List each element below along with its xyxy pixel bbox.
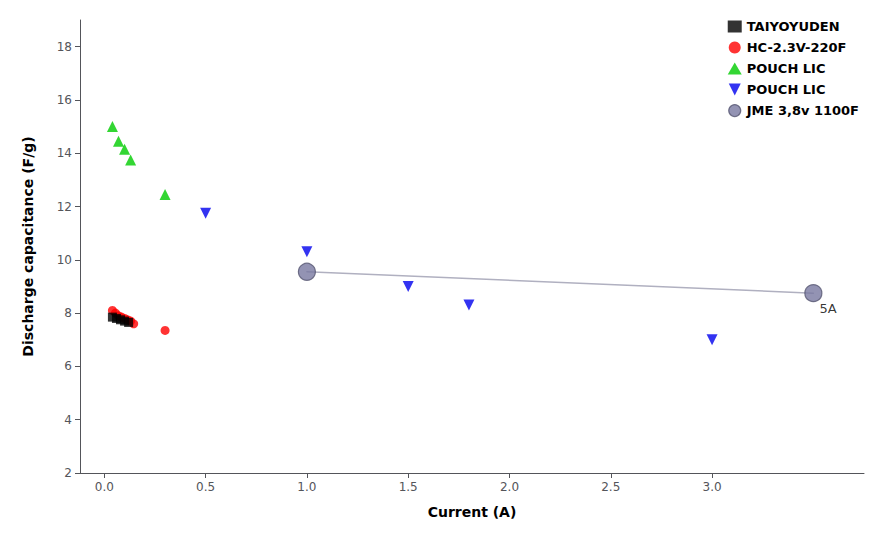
svg-text:2.0: 2.0 bbox=[500, 480, 519, 494]
svg-text:18: 18 bbox=[57, 40, 72, 54]
svg-text:16: 16 bbox=[57, 93, 72, 107]
svg-text:14: 14 bbox=[57, 146, 72, 160]
svg-text:2.5: 2.5 bbox=[601, 480, 620, 494]
svg-text:2: 2 bbox=[64, 466, 72, 480]
svg-text:8: 8 bbox=[64, 306, 72, 320]
svg-text:6: 6 bbox=[64, 359, 72, 373]
svg-text:10: 10 bbox=[57, 253, 72, 267]
svg-text:HC-2.3V-220F: HC-2.3V-220F bbox=[747, 40, 847, 55]
svg-text:Discharge capacitance (F/g): Discharge capacitance (F/g) bbox=[20, 136, 36, 356]
svg-text:12: 12 bbox=[57, 200, 72, 214]
svg-text:POUCH LIC: POUCH LIC bbox=[747, 61, 826, 76]
svg-text:TAIYOYUDEN: TAIYOYUDEN bbox=[747, 19, 840, 34]
svg-text:0.5: 0.5 bbox=[196, 480, 215, 494]
svg-text:POUCH LIC: POUCH LIC bbox=[747, 82, 826, 97]
svg-text:Current (A): Current (A) bbox=[428, 504, 517, 520]
svg-text:5A: 5A bbox=[819, 301, 836, 316]
svg-text:1.0: 1.0 bbox=[297, 480, 316, 494]
svg-text:1.5: 1.5 bbox=[399, 480, 418, 494]
svg-text:4: 4 bbox=[64, 413, 72, 427]
svg-text:0.0: 0.0 bbox=[95, 480, 114, 494]
svg-text:3.0: 3.0 bbox=[703, 480, 722, 494]
svg-text:JME 3,8v 1100F: JME 3,8v 1100F bbox=[746, 103, 859, 118]
